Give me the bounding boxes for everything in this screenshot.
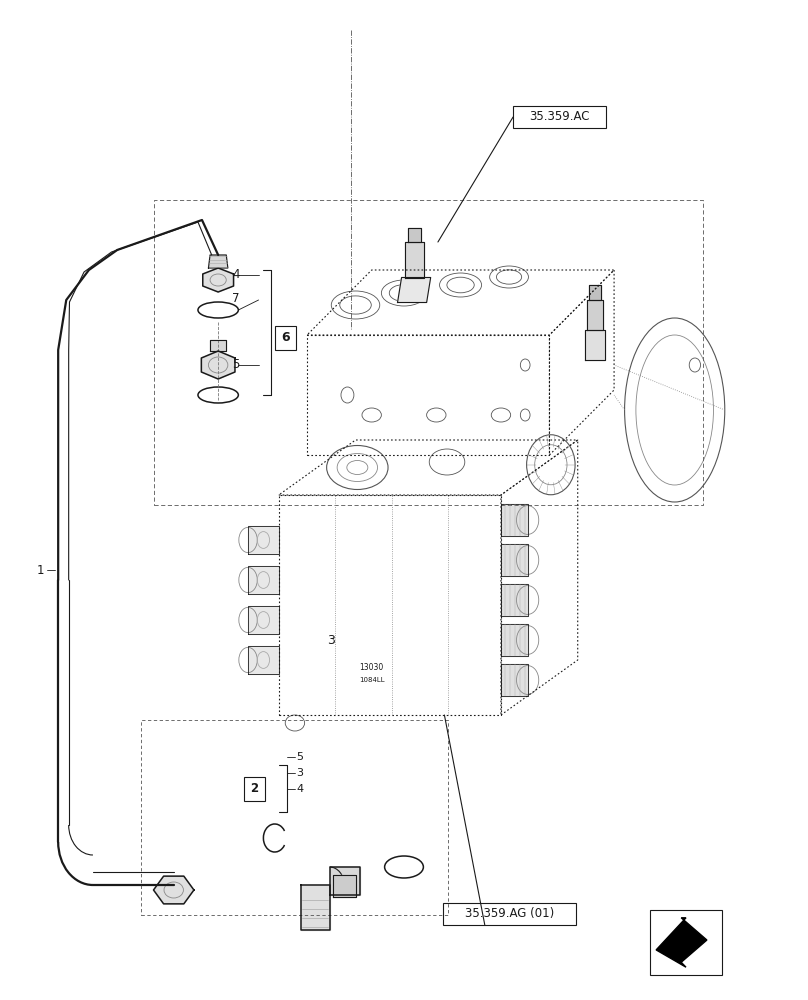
Polygon shape bbox=[585, 330, 605, 360]
Bar bbox=[513, 106, 606, 128]
Text: 4: 4 bbox=[297, 784, 304, 794]
Polygon shape bbox=[248, 526, 279, 554]
Text: 35.359.AG (01): 35.359.AG (01) bbox=[465, 908, 554, 920]
Polygon shape bbox=[248, 566, 279, 594]
Polygon shape bbox=[398, 277, 431, 302]
Polygon shape bbox=[301, 885, 330, 930]
Polygon shape bbox=[656, 918, 707, 967]
Text: 2: 2 bbox=[250, 782, 259, 795]
Polygon shape bbox=[154, 876, 194, 904]
Polygon shape bbox=[201, 351, 235, 379]
Polygon shape bbox=[501, 584, 528, 616]
Polygon shape bbox=[248, 646, 279, 674]
Bar bbox=[275, 326, 296, 350]
Text: 5: 5 bbox=[297, 752, 304, 762]
Polygon shape bbox=[333, 875, 356, 897]
Polygon shape bbox=[501, 624, 528, 656]
Polygon shape bbox=[501, 544, 528, 576]
Polygon shape bbox=[501, 664, 528, 696]
Bar bbox=[650, 910, 722, 975]
Polygon shape bbox=[330, 867, 360, 895]
Polygon shape bbox=[405, 242, 424, 277]
Text: 1: 1 bbox=[36, 564, 44, 576]
Bar bbox=[443, 903, 576, 925]
Text: 4: 4 bbox=[233, 268, 240, 282]
Polygon shape bbox=[587, 300, 603, 330]
Text: 6: 6 bbox=[281, 331, 289, 344]
Polygon shape bbox=[248, 606, 279, 634]
Polygon shape bbox=[501, 504, 528, 536]
Bar bbox=[244, 776, 265, 800]
Polygon shape bbox=[210, 340, 226, 351]
Text: 13030: 13030 bbox=[360, 663, 384, 672]
Text: 35.359.AC: 35.359.AC bbox=[529, 110, 590, 123]
Text: 7: 7 bbox=[233, 292, 240, 304]
Polygon shape bbox=[408, 228, 421, 242]
Text: 3: 3 bbox=[327, 634, 335, 647]
Text: 3: 3 bbox=[297, 768, 304, 778]
Polygon shape bbox=[589, 285, 601, 300]
Polygon shape bbox=[203, 268, 234, 292]
Polygon shape bbox=[208, 255, 228, 268]
Text: 1084LL: 1084LL bbox=[359, 677, 385, 683]
Text: 5: 5 bbox=[233, 359, 240, 371]
